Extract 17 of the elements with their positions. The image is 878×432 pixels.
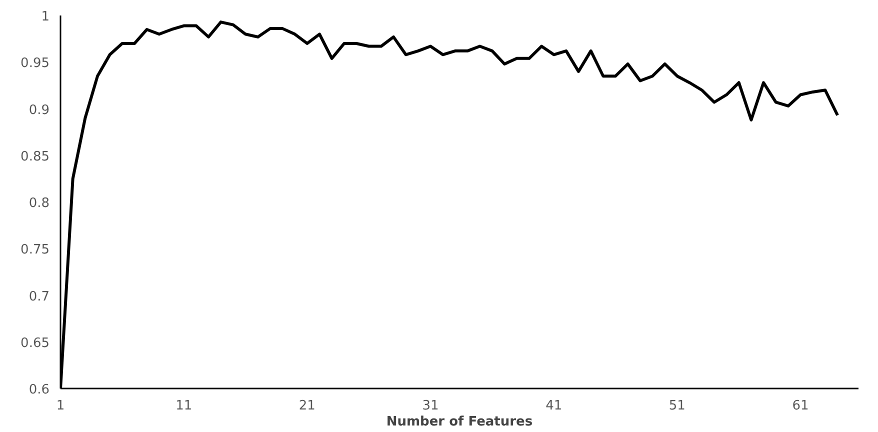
x-tick-label: 51 bbox=[668, 398, 686, 414]
y-tick-label: 0.85 bbox=[20, 149, 50, 164]
y-tick-label: 0.65 bbox=[20, 336, 50, 351]
x-tick-label: 41 bbox=[546, 398, 562, 414]
x-tick-label: 11 bbox=[176, 398, 192, 414]
y-tick-label: 0.7 bbox=[28, 289, 50, 304]
x-tick-label: 31 bbox=[422, 398, 439, 414]
y-tick-label: 0.75 bbox=[20, 242, 50, 258]
x-axis-title: Number of Features bbox=[386, 414, 533, 430]
y-tick-label: 0.95 bbox=[20, 56, 50, 72]
y-tick-label: 1 bbox=[41, 10, 50, 24]
x-tick-label: 21 bbox=[298, 398, 316, 414]
x-tick-label: 61 bbox=[792, 398, 809, 414]
x-tick-label: 1 bbox=[56, 398, 65, 414]
y-tick-label: 0.8 bbox=[28, 196, 50, 211]
y-tick-label: 0.9 bbox=[28, 102, 50, 118]
y-tick-label: 0.6 bbox=[28, 382, 50, 398]
